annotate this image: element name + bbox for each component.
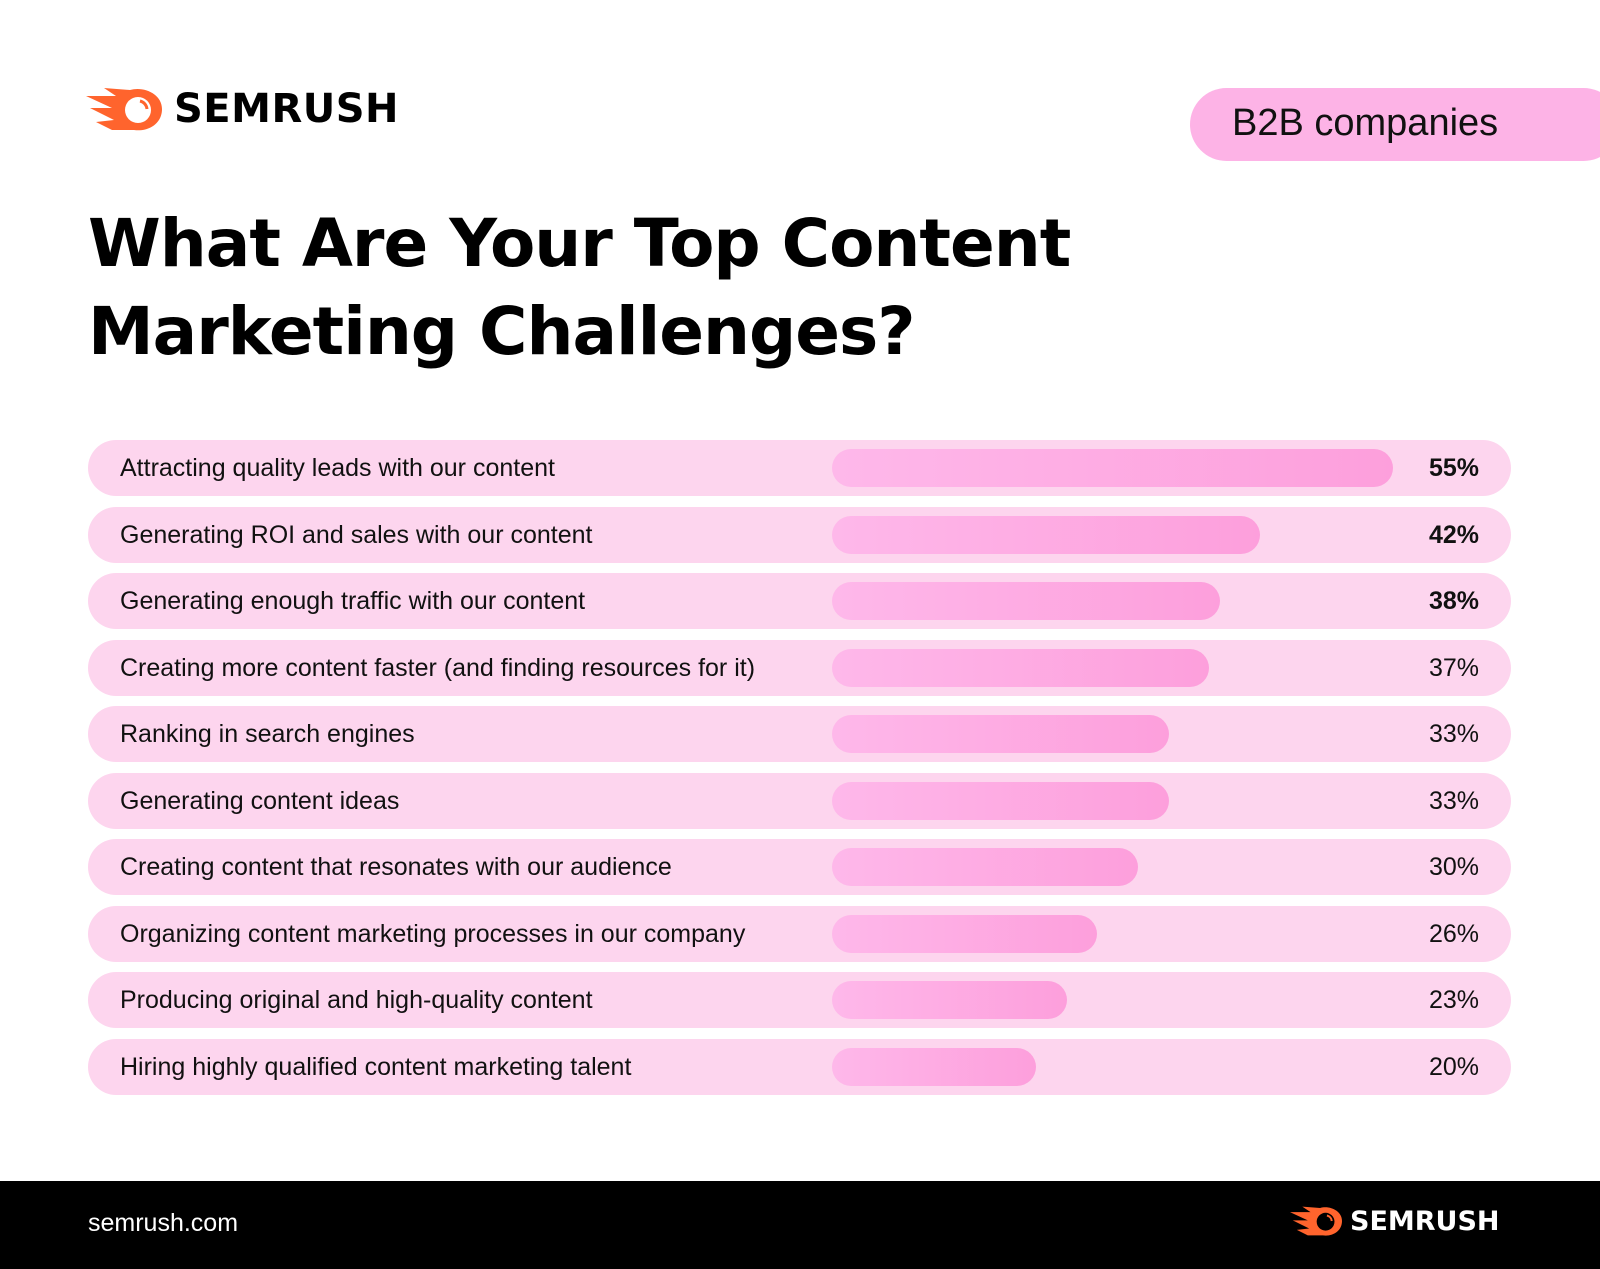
- category-label: Producing original and high-quality cont…: [120, 986, 593, 1014]
- segment-badge-label: B2B companies: [1232, 102, 1499, 144]
- category-label: Attracting quality leads with our conten…: [120, 454, 555, 482]
- chart-row: Ranking in search engines 33%: [88, 706, 1511, 762]
- bar: [832, 449, 1393, 487]
- footer: semrush.com SEMRUSH: [0, 1181, 1600, 1269]
- category-label: Generating ROI and sales with our conten…: [120, 520, 593, 549]
- value-label: 42%: [1428, 520, 1479, 549]
- category-label: Ranking in search engines: [120, 720, 415, 748]
- category-label: Generating enough traffic with our conte…: [120, 587, 586, 615]
- value-label: 55%: [1428, 454, 1479, 482]
- bar: [832, 582, 1220, 620]
- title-line-2: Marketing Challenges?: [88, 293, 916, 370]
- semrush-fireball-icon: [86, 88, 162, 131]
- chart-row: Attracting quality leads with our conten…: [88, 440, 1511, 496]
- value-label: 33%: [1428, 720, 1479, 748]
- category-label: Generating content ideas: [120, 786, 400, 815]
- bar: [832, 515, 1261, 554]
- chart-row: Generating ROI and sales with our conten…: [88, 506, 1511, 563]
- value-label: 33%: [1428, 786, 1479, 815]
- value-label: 30%: [1428, 853, 1479, 881]
- chart-row: Organizing content marketing processes i…: [88, 905, 1511, 962]
- bar: [832, 914, 1098, 953]
- footer-logo: SEMRUSH: [1290, 1205, 1500, 1237]
- value-label: 23%: [1428, 986, 1479, 1014]
- chart-row: Creating more content faster (and findin…: [88, 639, 1511, 696]
- chart-row: Creating content that resonates with our…: [88, 839, 1511, 895]
- category-label: Creating content that resonates with our…: [120, 853, 672, 881]
- footer-brand-name: SEMRUSH: [1350, 1205, 1500, 1237]
- value-label: 26%: [1428, 919, 1479, 948]
- segment-badge: B2B companies: [1190, 88, 1600, 161]
- bar-chart: Attracting quality leads with our conten…: [88, 440, 1511, 1105]
- bar: [832, 1047, 1036, 1086]
- bar: [832, 781, 1169, 820]
- bar: [832, 981, 1067, 1019]
- value-label: 38%: [1428, 587, 1479, 615]
- category-label: Hiring highly qualified content marketin…: [120, 1052, 632, 1081]
- chart-row: Producing original and high-quality cont…: [88, 972, 1511, 1028]
- bar: [832, 648, 1210, 687]
- page-title: What Are Your Top Content Marketing Chal…: [88, 200, 1071, 376]
- category-label: Organizing content marketing processes i…: [120, 919, 746, 948]
- value-label: 37%: [1428, 653, 1479, 682]
- chart-row: Generating enough traffic with our conte…: [88, 573, 1511, 629]
- semrush-fireball-icon: [1290, 1206, 1342, 1236]
- title-line-1: What Are Your Top Content: [88, 205, 1071, 282]
- semrush-logo: SEMRUSH: [86, 86, 399, 132]
- bar: [832, 715, 1169, 753]
- chart-row: Hiring highly qualified content marketin…: [88, 1038, 1511, 1095]
- category-label: Creating more content faster (and findin…: [120, 653, 756, 682]
- chart-row: Generating content ideas 33%: [88, 772, 1511, 829]
- value-label: 20%: [1428, 1052, 1479, 1081]
- footer-site: semrush.com: [88, 1209, 239, 1237]
- bar: [832, 848, 1138, 886]
- brand-name: SEMRUSH: [174, 86, 400, 132]
